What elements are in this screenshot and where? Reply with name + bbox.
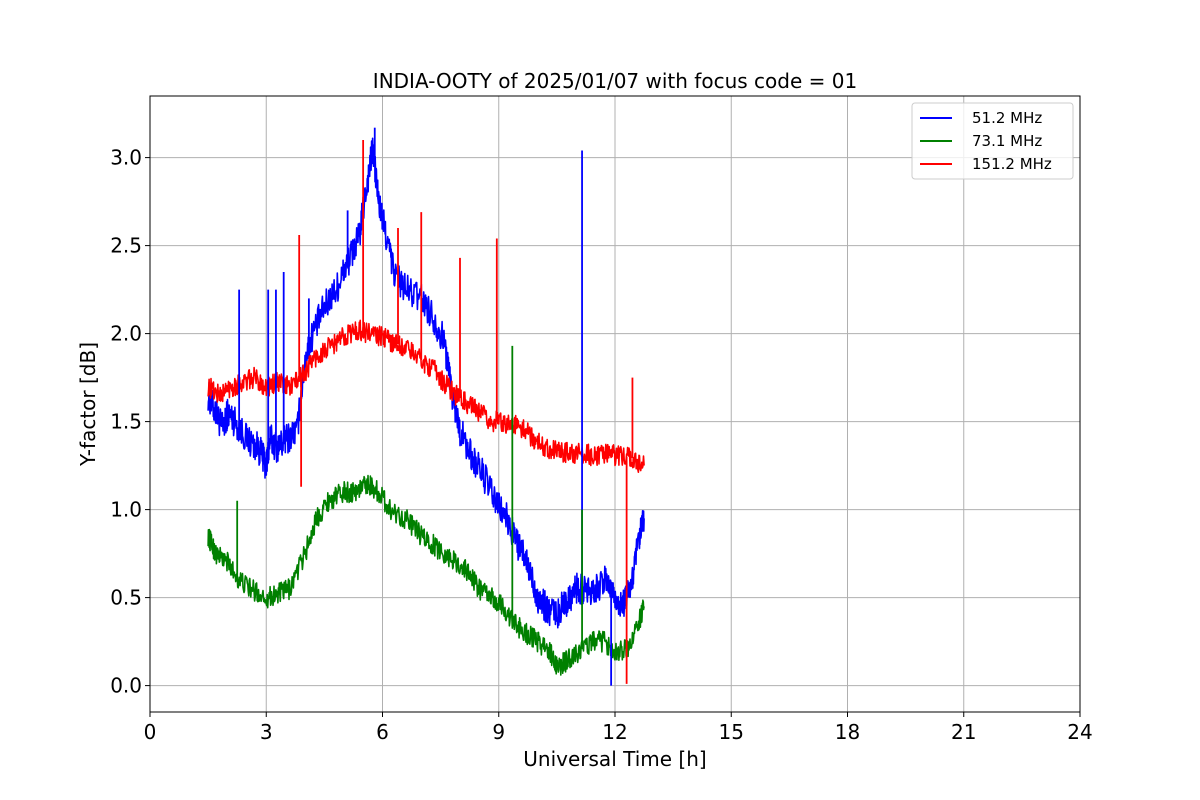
series-line-2 [207,319,645,474]
x-axis-label: Universal Time [h] [523,747,706,771]
series-line-0 [207,137,645,629]
legend-label-0: 51.2 MHz [972,109,1042,127]
legend-box [911,102,1074,180]
legend-label-1: 73.1 MHz [972,132,1042,150]
legend: 51.2 MHz 73.1 MHz 151.2 MHz [911,102,1074,180]
x-tick-label: 12 [602,720,627,744]
x-tick-label: 0 [144,720,157,744]
y-tick-label: 2.0 [110,322,142,346]
y-axis-label: Y-factor [dB] [76,342,100,467]
ticks: 0 3 6 9 12 15 18 21 24 0.0 0.5 1.0 1.5 2.0 2.5 3.0 [110,146,1093,744]
y-tick-label: 1.5 [110,410,142,434]
x-tick-label: 18 [835,720,860,744]
y-tick-label: 2.5 [110,234,142,258]
legend-label-2: 151.2 MHz [972,155,1052,173]
y-tick-label: 0.0 [110,674,142,698]
x-tick-label: 6 [376,720,389,744]
chart-title: INDIA-OOTY of 2025/01/07 with focus code… [373,69,857,93]
y-tick-label: 0.5 [110,586,142,610]
y-tick-label: 1.0 [110,498,142,522]
x-tick-label: 3 [260,720,273,744]
series-layer [207,127,645,686]
x-tick-label: 15 [719,720,744,744]
x-tick-label: 24 [1067,720,1092,744]
series-line-1 [207,474,645,676]
y-tick-label: 3.0 [110,146,142,170]
x-tick-label: 21 [951,720,976,744]
x-tick-label: 9 [492,720,505,744]
